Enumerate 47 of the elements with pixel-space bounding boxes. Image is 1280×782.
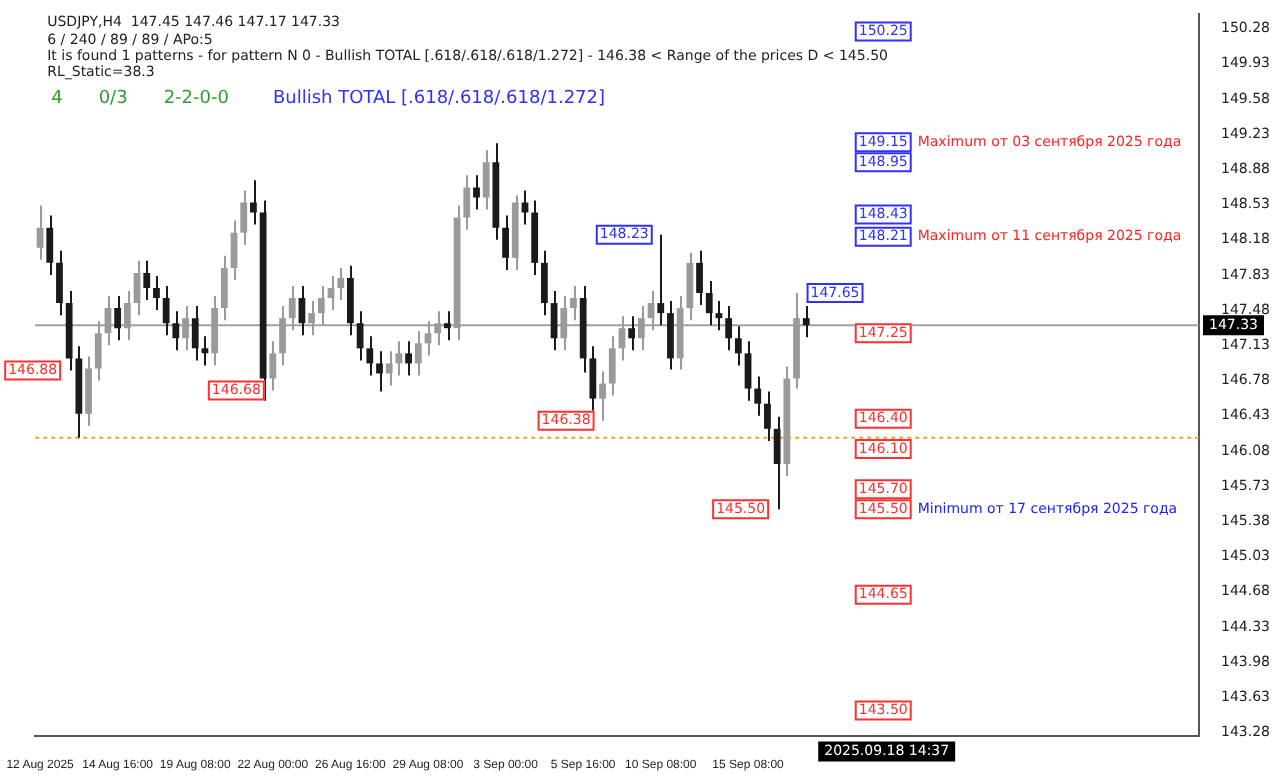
candlestick	[191, 305, 199, 362]
candlestick	[725, 305, 733, 352]
candlestick	[599, 370, 606, 422]
candlestick	[521, 189, 529, 226]
annotation: 4	[51, 89, 64, 110]
candlestick	[337, 266, 345, 302]
annotation: 0/3	[98, 89, 128, 110]
candlestick	[744, 340, 752, 402]
candlestick	[657, 233, 665, 327]
candlestick	[385, 350, 393, 387]
candlestick	[414, 330, 422, 377]
candlestick	[502, 214, 509, 271]
candlestick	[269, 340, 277, 392]
candlestick	[153, 274, 160, 312]
candlestick	[366, 335, 374, 377]
candlestick	[734, 325, 742, 367]
candlestick	[570, 284, 577, 322]
candlestick	[162, 284, 170, 337]
candlestick	[220, 254, 228, 322]
annotation: Bullish TOTAL [.618/.618/.618/1.272]	[272, 89, 606, 110]
candlestick	[405, 340, 412, 377]
candlestick	[802, 305, 810, 339]
candlestick	[85, 355, 92, 427]
candlestick	[250, 179, 257, 226]
annotation: 2-2-0-0	[163, 89, 230, 110]
candlestick	[540, 249, 548, 317]
candlestick	[773, 415, 781, 511]
candlestick	[696, 249, 703, 307]
candlestick	[754, 375, 762, 417]
candlestick	[764, 390, 771, 442]
candlestick	[473, 174, 480, 211]
candlestick	[667, 300, 674, 371]
candlestick	[705, 279, 713, 327]
candlestick	[114, 295, 122, 342]
candlestick	[143, 259, 151, 302]
candlestick	[46, 214, 54, 276]
candlestick	[56, 249, 63, 317]
candlestick	[482, 149, 490, 211]
candlestick	[356, 310, 364, 362]
candlestick	[240, 189, 248, 246]
candlestick	[347, 264, 354, 337]
candlestick	[376, 350, 383, 393]
candlestick	[172, 310, 180, 352]
candlestick	[686, 251, 694, 322]
candlestick	[444, 310, 451, 342]
candlestick	[608, 335, 616, 397]
candlestick	[628, 315, 636, 352]
